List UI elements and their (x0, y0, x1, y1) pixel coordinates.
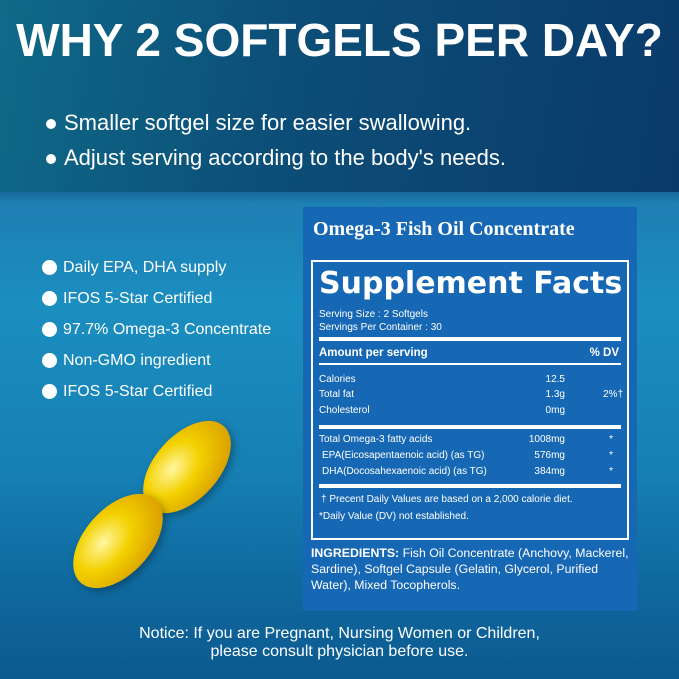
header-band (0, 0, 679, 192)
feature-item: Daily EPA, DHA supply (42, 258, 226, 277)
feature-item: 97.7% Omega-3 Concentrate (42, 320, 271, 339)
row-amount: 1.3g (545, 389, 565, 400)
header-bullet: Smaller softgel size for easier swallowi… (46, 110, 471, 136)
footnote: *Daily Value (DV) not established. (319, 511, 469, 522)
row-name: Total Omega-3 fatty acids (319, 434, 433, 445)
row-name: Cholesterol (319, 405, 370, 416)
facts-box: Supplement Facts Serving Size : 2 Softge… (311, 260, 629, 540)
row-amount: 384mg (534, 466, 565, 477)
row-amount: 1008mg (528, 434, 565, 445)
row-dv: * (609, 434, 613, 445)
row-amount: 576mg (534, 450, 565, 461)
dv-header: % DV (589, 347, 619, 359)
header-bullet: Adjust serving according to the body's n… (46, 145, 506, 171)
row-amount: 12.5 (545, 374, 565, 385)
feature-item: IFOS 5-Star Certified (42, 289, 212, 308)
row-name: EPA(Eicosapentaenoic acid) (as TG) (322, 450, 485, 461)
row-dv: * (609, 466, 613, 477)
notice: Notice: If you are Pregnant, Nursing Wom… (139, 625, 540, 660)
row-dv: * (609, 450, 613, 461)
page-title: WHY 2 SOFTGELS PER DAY? (16, 14, 663, 66)
row-name: Total fat (319, 389, 355, 400)
facts-heading: Supplement Facts (319, 266, 623, 301)
footnote: † Precent Daily Values are based on a 2,… (321, 494, 573, 505)
row-dv: 2%† (602, 389, 623, 400)
row-name: DHA(Docosahexaenoic acid) (as TG) (322, 466, 487, 477)
amount-header: Amount per serving (319, 347, 428, 359)
feature-item: IFOS 5-Star Certified (42, 382, 212, 401)
row-amount: 0mg (545, 405, 565, 416)
product-name: Omega-3 Fish Oil Concentrate (313, 218, 575, 240)
serving-size: Serving Size : 2 Softgels (319, 309, 428, 320)
servings-per-container: Servings Per Container : 30 (319, 322, 442, 333)
ingredients: INGREDIENTS: Fish Oil Concentrate (Ancho… (311, 546, 629, 592)
supplement-facts-panel: Omega-3 Fish Oil Concentrate Supplement … (303, 207, 637, 611)
row-name: Calories (319, 374, 356, 385)
feature-item: Non-GMO ingredient (42, 351, 211, 370)
